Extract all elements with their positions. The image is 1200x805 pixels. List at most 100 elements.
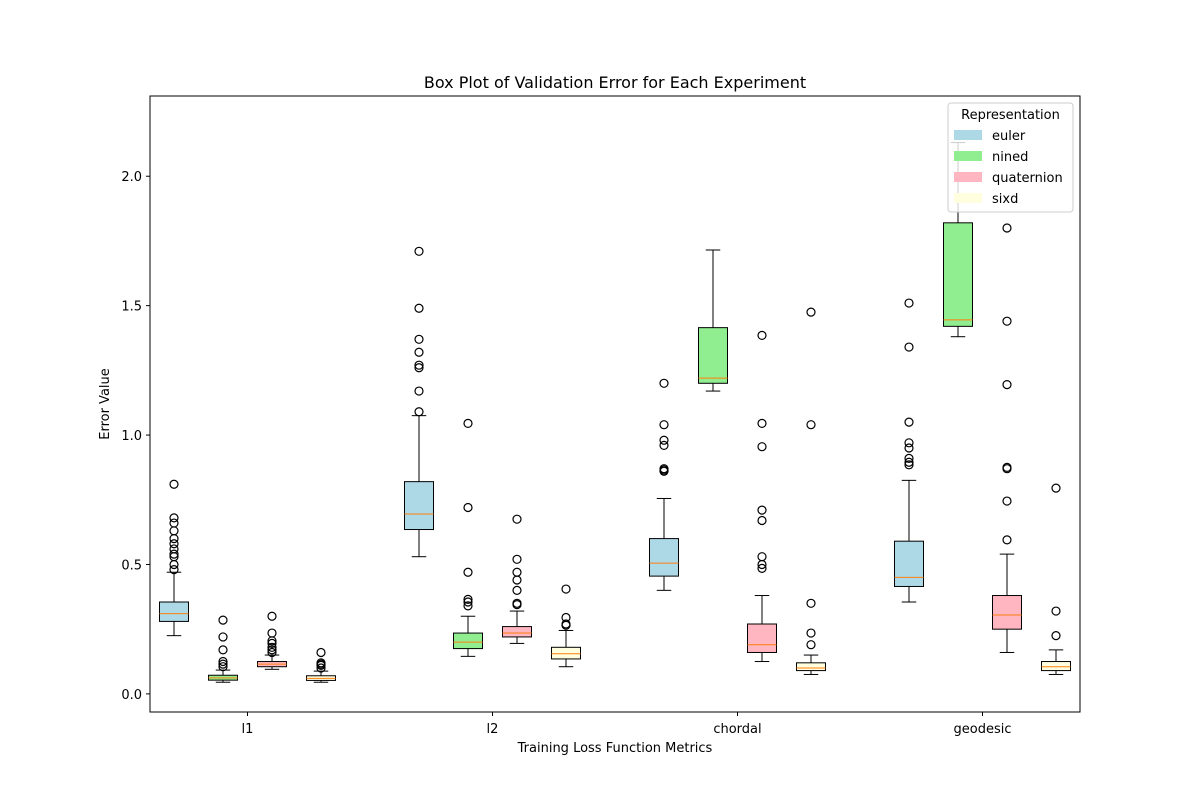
x-tick-label: l1 xyxy=(242,722,254,737)
outlier-point xyxy=(1051,631,1061,641)
legend-title: Representation xyxy=(961,108,1060,123)
outlier-point xyxy=(904,342,914,352)
outlier-point xyxy=(169,479,179,489)
outlier-point xyxy=(169,565,179,575)
outlier-point xyxy=(1051,606,1061,616)
outlier-point xyxy=(414,386,424,396)
outlier-point xyxy=(218,659,228,669)
box-quaternion xyxy=(502,626,532,638)
box-euler xyxy=(649,538,679,577)
y-tick-label: 1.0 xyxy=(121,429,142,444)
outlier-point xyxy=(267,645,277,655)
outlier-point xyxy=(806,598,816,608)
box-quaternion xyxy=(992,595,1022,630)
chart-title: Box Plot of Validation Error for Each Ex… xyxy=(424,73,806,92)
legend-swatch-nined xyxy=(954,151,982,161)
outlier-point xyxy=(316,660,326,671)
outlier-point xyxy=(1002,379,1012,390)
y-tick-label: 2.0 xyxy=(121,170,142,185)
outlier-point xyxy=(267,642,277,652)
y-tick-label: 1.5 xyxy=(121,300,142,315)
outlier-point xyxy=(1002,316,1012,326)
outlier-point xyxy=(169,533,179,544)
outlier-point xyxy=(659,435,669,445)
outlier-point xyxy=(512,514,522,524)
legend-swatch-quaternion xyxy=(954,172,982,182)
outlier-point xyxy=(169,513,179,523)
outlier-point xyxy=(904,460,914,470)
box-quaternion xyxy=(747,623,777,653)
outlier-point xyxy=(757,505,767,515)
legend-swatch-euler xyxy=(954,130,982,140)
box-nined xyxy=(453,632,483,650)
box-sixd xyxy=(551,646,581,660)
outlier-point xyxy=(757,330,767,341)
outlier-point xyxy=(561,620,571,630)
outlier-point xyxy=(414,303,424,313)
outlier-point xyxy=(463,597,473,607)
outlier-point xyxy=(169,526,179,536)
outlier-point xyxy=(757,418,767,429)
outlier-point xyxy=(757,563,767,573)
outlier-point xyxy=(806,420,816,430)
box-sixd xyxy=(796,662,826,672)
legend-label-nined: nined xyxy=(992,150,1028,165)
outlier-point xyxy=(806,640,816,650)
outlier-point xyxy=(169,518,179,528)
outlier-point xyxy=(463,601,473,611)
y-tick-label: 0.0 xyxy=(121,688,142,703)
outlier-point xyxy=(414,360,424,370)
legend: Representation euler nined quaternion sixd xyxy=(947,102,1074,213)
y-tick-label: 0.5 xyxy=(121,558,142,573)
box-nined xyxy=(698,327,728,384)
outlier-point xyxy=(512,585,522,595)
outlier-point xyxy=(512,554,522,564)
outlier-point xyxy=(267,636,277,646)
outlier-point xyxy=(757,552,767,562)
outlier-point xyxy=(218,632,228,642)
outlier-point xyxy=(463,502,473,513)
x-tick-label: l2 xyxy=(487,722,499,737)
outlier-point xyxy=(463,567,473,577)
outlier-point xyxy=(414,246,424,256)
outlier-point xyxy=(218,656,228,667)
outlier-point xyxy=(267,628,277,638)
outlier-point xyxy=(659,440,669,451)
outlier-point xyxy=(659,378,669,388)
outlier-point xyxy=(1002,535,1012,545)
outlier-point xyxy=(267,647,277,658)
outlier-point xyxy=(267,638,277,649)
outlier-point xyxy=(1002,496,1012,506)
outlier-point xyxy=(904,417,914,427)
outlier-point xyxy=(806,628,816,638)
legend-swatch-sixd xyxy=(954,193,982,203)
axes-frame xyxy=(149,95,1081,713)
outlier-point xyxy=(904,443,914,453)
outlier-point xyxy=(659,466,669,476)
outlier-point xyxy=(218,615,228,625)
y-axis-label: Error Value xyxy=(98,368,113,440)
outlier-point xyxy=(512,599,522,610)
box-euler xyxy=(159,601,189,622)
outlier-point xyxy=(414,334,424,344)
x-tick-label: chordal xyxy=(713,722,761,737)
outlier-point xyxy=(267,611,277,621)
x-tick-label: geodesic xyxy=(954,722,1012,737)
outlier-point xyxy=(1002,223,1012,233)
outlier-point xyxy=(1002,464,1012,474)
legend-label-euler: euler xyxy=(992,129,1026,144)
outlier-point xyxy=(169,539,179,549)
outlier-point xyxy=(463,418,473,429)
outlier-point xyxy=(512,567,522,577)
outlier-point xyxy=(806,307,816,317)
outlier-point xyxy=(904,457,914,467)
outlier-point xyxy=(904,453,914,463)
legend-label-sixd: sixd xyxy=(992,192,1018,207)
legend-label-quaternion: quaternion xyxy=(992,171,1063,186)
box-nined xyxy=(943,222,973,327)
outlier-point xyxy=(414,407,424,417)
outlier-point xyxy=(904,298,914,308)
outlier-point xyxy=(414,347,424,357)
